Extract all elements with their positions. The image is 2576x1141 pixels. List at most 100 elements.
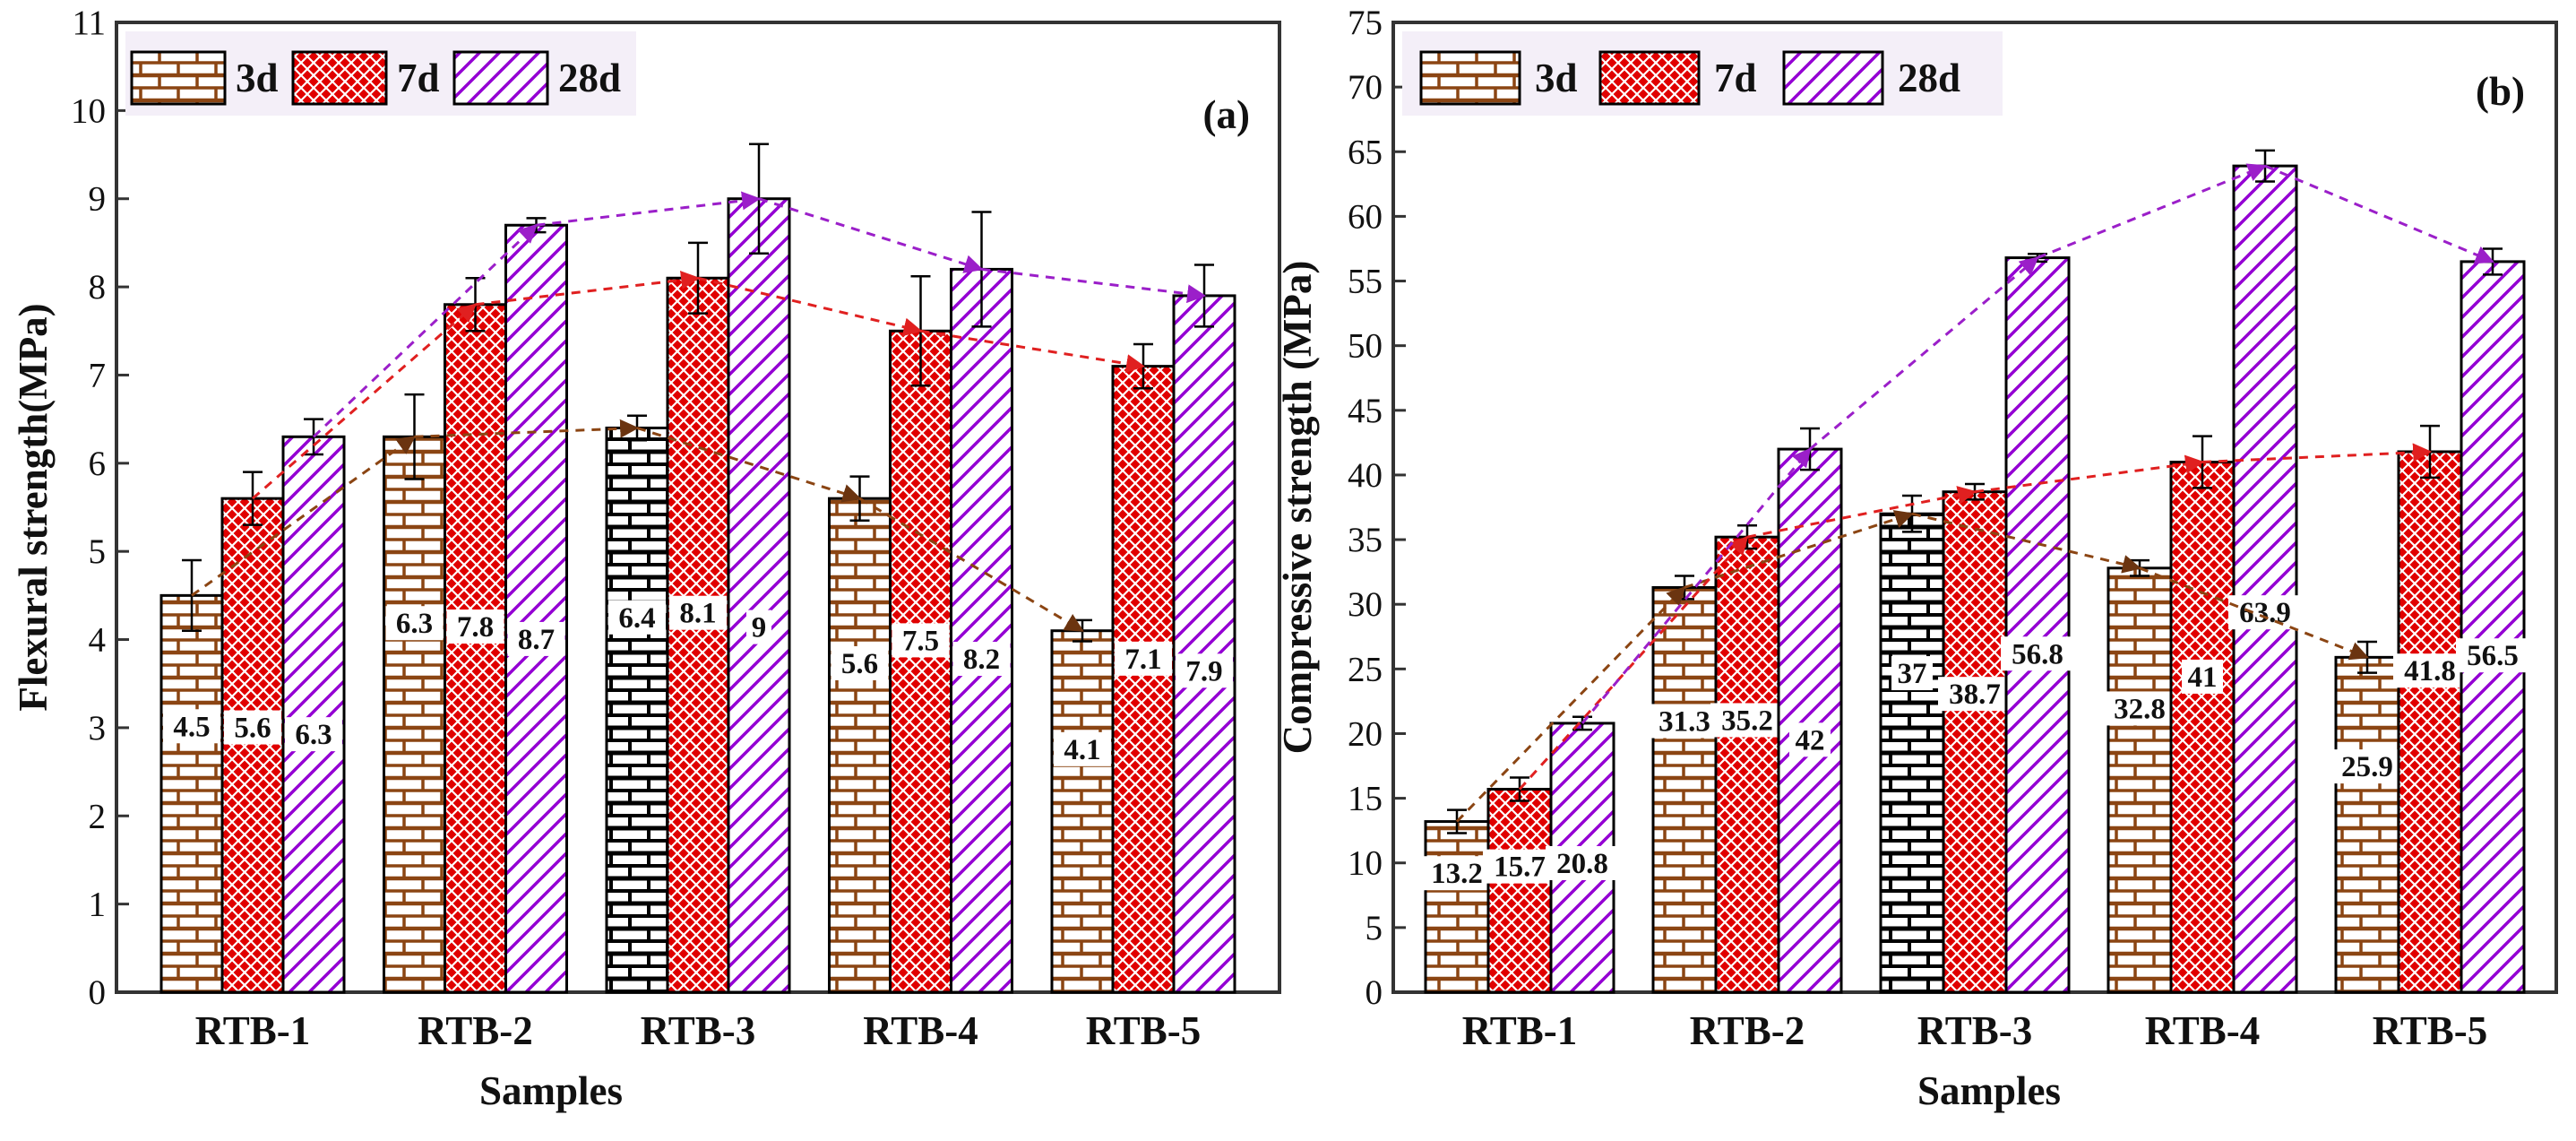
bar-28d-rtb-4: [950, 267, 1013, 994]
data-label-3d-rtb-3: 37: [1898, 658, 1927, 690]
data-label-3d-rtb-5: 25.9: [2341, 751, 2393, 783]
legend-swatch-28d: [1782, 50, 1884, 106]
data-label-3d-rtb-1: 4.5: [173, 711, 210, 743]
data-label-7d-rtb-5: 7.1: [1124, 644, 1161, 676]
trend-line-3d: [1684, 510, 1914, 589]
data-label-bg: [285, 717, 342, 752]
y-tick-label: 35: [1348, 521, 1383, 559]
y-tick-label: 75: [1348, 4, 1383, 42]
data-label-bg: [385, 606, 444, 641]
data-label-3d-rtb-5: 4.1: [1064, 734, 1100, 766]
trend-line-3d: [191, 436, 417, 597]
data-label-7d-rtb-2: 35.2: [1721, 704, 1773, 737]
bar-7d-rtb-4: [889, 329, 952, 994]
y-tick-label: 0: [89, 973, 107, 1012]
data-label-bg: [2182, 659, 2223, 694]
trend-line-7d: [1746, 486, 1977, 539]
bar-28d-rtb-2: [504, 223, 568, 994]
bar-7d-rtb-3: [666, 276, 730, 994]
x-tick-label-rtb-2: RTB-2: [1690, 1008, 1805, 1053]
trend-line-28d: [312, 223, 538, 438]
trend-line-3d: [1911, 512, 2142, 574]
bar-3d-rtb-3: [1879, 512, 1945, 994]
data-label-7d-rtb-3: 38.7: [1949, 679, 2001, 711]
trend-line-28d: [536, 191, 762, 227]
data-label-7d-rtb-1: 15.7: [1494, 851, 1546, 884]
data-label-28d-rtb-3: 56.8: [2012, 638, 2063, 670]
data-label-bg: [1176, 653, 1233, 688]
data-label-bg: [1789, 722, 1831, 757]
trend-line-7d: [920, 329, 1146, 374]
bar-28d-rtb-1: [281, 435, 346, 994]
bar-7d-rtb-2: [444, 303, 507, 994]
y-tick-label: 50: [1348, 327, 1383, 366]
trend-line-3d: [1455, 585, 1686, 823]
data-label-bg: [2103, 691, 2176, 726]
trend-line-7d: [252, 303, 478, 500]
x-tick-label-rtb-4: RTB-4: [863, 1008, 978, 1053]
legend: 3d 7d 28d: [125, 31, 636, 116]
y-tick-label: 1: [89, 886, 107, 924]
data-label-bg: [1546, 845, 1619, 880]
data-label-3d-rtb-2: 6.3: [396, 608, 433, 640]
legend-swatch-3d: [130, 50, 227, 106]
x-tick-label-rtb-3: RTB-3: [641, 1008, 755, 1053]
y-tick-label: 60: [1348, 197, 1383, 236]
y-tick-label: 15: [1348, 780, 1383, 818]
x-tick-label-rtb-1: RTB-1: [195, 1008, 310, 1053]
data-label-bg: [2393, 653, 2467, 688]
y-tick-label: 40: [1348, 456, 1383, 495]
y-axis-title: Flexural strength(MPa): [11, 303, 56, 711]
bar-28d-rtb-3: [2004, 256, 2071, 994]
bar-7d-rtb-2: [1714, 535, 1780, 994]
bar-7d-rtb-4: [2169, 461, 2236, 994]
trend-line-3d: [414, 419, 640, 438]
x-tick-label-rtb-4: RTB-4: [2145, 1008, 2260, 1053]
y-tick-label: 7: [89, 356, 107, 394]
data-label-bg: [1938, 677, 2012, 712]
y-tick-label: 70: [1348, 68, 1383, 107]
data-label-bg: [1115, 641, 1172, 676]
y-tick-label: 55: [1348, 263, 1383, 301]
y-axis-ticks: 0 5 10 15 20 25 30 35 40 45 50 55 60 65 70 75 RTB-1 RTB-2…: [1348, 4, 2487, 1053]
bar-3d-rtb-5: [2334, 655, 2400, 994]
x-tick-label-rtb-5: RTB-5: [1086, 1008, 1201, 1053]
trend-line-3d: [636, 427, 862, 503]
data-label-bg: [507, 621, 565, 656]
trend-line-28d: [1809, 256, 2039, 451]
data-label-bg: [1483, 849, 1556, 884]
trend-line-3d: [858, 497, 1084, 632]
x-tick-label-rtb-3: RTB-3: [1917, 1008, 2032, 1053]
trend-line-3d: [2139, 566, 2369, 661]
data-label-28d-rtb-1: 6.3: [295, 719, 332, 751]
data-label-7d-rtb-5: 41.8: [2404, 655, 2456, 687]
y-tick-label: 11: [72, 4, 106, 42]
legend-swatch-7d: [1598, 50, 1701, 106]
legend-label-7d: 7d: [397, 56, 440, 100]
data-label-bg: [2456, 638, 2529, 673]
trend-line-7d: [1974, 454, 2205, 494]
data-label-28d-rtb-3: 9: [752, 612, 767, 644]
data-label-3d-rtb-2: 31.3: [1658, 705, 1710, 738]
data-label-28d-rtb-4: 63.9: [2239, 597, 2291, 629]
data-label-28d-rtb-1: 20.8: [1556, 848, 1608, 880]
y-axis-title: Compressive strength (MPa): [1275, 261, 1320, 755]
panel-tag: (a): [1203, 92, 1250, 137]
x-tick-label-rtb-1: RTB-1: [1462, 1008, 1577, 1053]
trend-line-28d: [1581, 447, 1812, 724]
data-label-7d-rtb-2: 7.8: [457, 611, 494, 644]
y-tick-label: 5: [1366, 909, 1383, 947]
data-label-bg: [224, 710, 281, 745]
y-tick-label: 45: [1348, 392, 1383, 430]
bar-3d-rtb-1: [159, 593, 224, 994]
data-label-bg: [2228, 595, 2302, 630]
y-tick-label: 5: [89, 532, 107, 571]
y-tick-label: 10: [71, 91, 106, 130]
compressive-strength-chart: 0 5 10 15 20 25 30 35 40 45 50 55 60 65 70 75 RTB-1 RTB-2…: [1275, 4, 2558, 1113]
y-tick-label: 6: [89, 445, 107, 483]
bar-7d-rtb-1: [1486, 788, 1553, 994]
y-tick-label: 4: [89, 621, 107, 660]
bar-28d-rtb-3: [727, 197, 791, 994]
legend-label-3d: 3d: [1535, 56, 1578, 100]
